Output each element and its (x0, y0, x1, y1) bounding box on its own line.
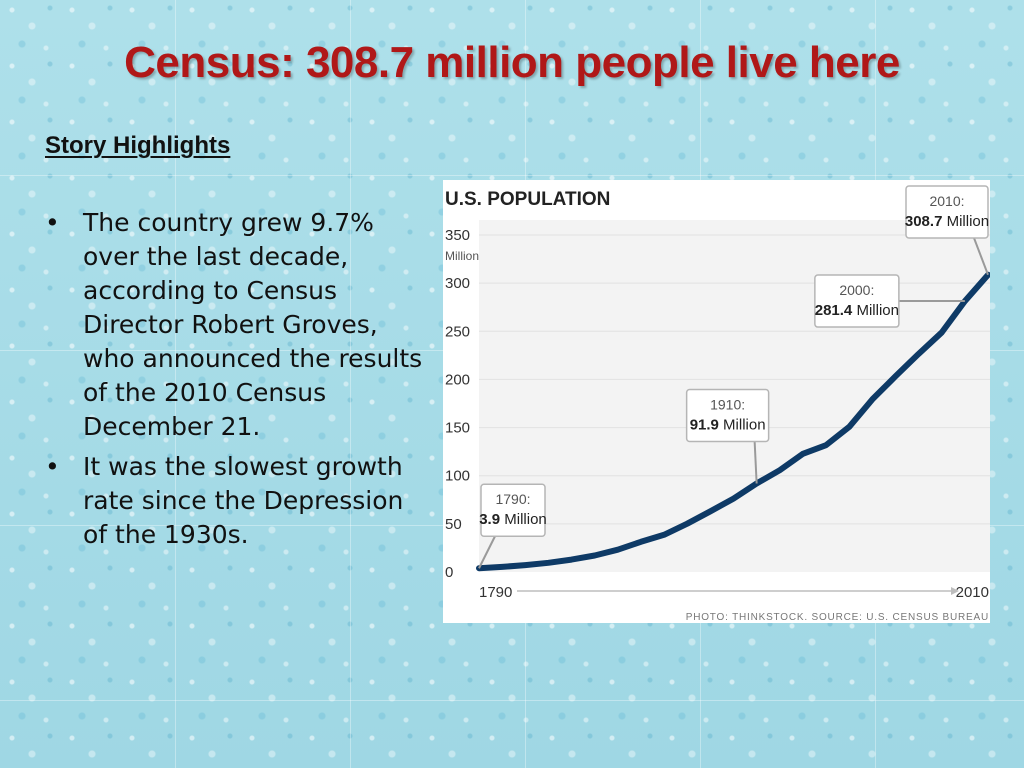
y-tick-label: 300 (445, 275, 470, 292)
callout-pointer (478, 535, 496, 569)
callout-1790: 1790: 3.9 Million (478, 483, 547, 569)
callout-value-number: 3.9 (479, 511, 500, 528)
bullet-icon: • (45, 452, 60, 481)
callout-year-label: 2000: (839, 282, 874, 298)
y-tick-label: 250 (445, 323, 470, 340)
bullet-icon: • (45, 208, 60, 237)
background-grid-line (0, 700, 1024, 701)
chart-credit: PHOTO: THINKSTOCK. SOURCE: U.S. CENSUS B… (686, 612, 989, 623)
chart-title: U.S. POPULATION (445, 189, 610, 210)
bullet-item: • It was the slowest growth rate since t… (45, 450, 425, 552)
callout-1910: 1910: 91.9 Million (685, 388, 770, 484)
bullet-item: • The country grew 9.7% over the last de… (45, 206, 425, 444)
callout-box (480, 483, 546, 537)
callout-value-number: 91.9 (690, 417, 719, 434)
y-tick-label: 150 (445, 420, 470, 437)
population-series-line (476, 271, 990, 572)
y-tick-label: 350 (445, 227, 470, 244)
x-axis-arrow-head-icon (951, 587, 959, 595)
callout-box (814, 274, 900, 328)
y-tick-label: 50 (445, 516, 462, 533)
callout-year-label: 1910: (710, 397, 745, 413)
x-axis-start-label: 1790 (479, 584, 512, 601)
callout-value-unit: Million (719, 417, 766, 434)
callout-box (905, 185, 989, 239)
callout-value-unit: Million (500, 511, 547, 528)
slide-title: Census: 308.7 million people live here (124, 38, 900, 87)
x-axis-end-label: 2010 (956, 584, 989, 601)
y-tick-label: 100 (445, 468, 470, 485)
population-chart: U.S. POPULATION Million 0 50 100 150 200 250 3… (443, 180, 990, 623)
callout-year-label: 1790: (495, 491, 530, 507)
callout-value-label: 3.9 Million (479, 511, 547, 528)
chart-svg: U.S. POPULATION Million 0 50 100 150 200 250 3… (445, 185, 990, 623)
callout-value-label: 308.7 Million (905, 213, 989, 230)
callout-year-label: 2010: (929, 193, 964, 209)
bullet-text: The country grew 9.7% over the last deca… (83, 208, 423, 441)
callout-pointer (973, 237, 989, 276)
callout-value-unit: Million (852, 302, 899, 319)
bullet-list: • The country grew 9.7% over the last de… (45, 206, 425, 558)
callout-value-label: 91.9 Million (690, 417, 766, 434)
background-grid-line (0, 175, 1024, 176)
callout-box (685, 388, 770, 443)
y-tick-label: 0 (445, 564, 453, 581)
y-axis-unit-label: Million (445, 249, 479, 263)
callout-pointer (753, 441, 758, 484)
callout-2000: 2000: 281.4 Million (814, 274, 965, 328)
callout-value-label: 281.4 Million (815, 302, 899, 319)
story-highlights-heading: Story Highlights (45, 132, 231, 159)
callout-value-unit: Million (942, 213, 989, 230)
callout-value-number: 281.4 (815, 302, 853, 319)
callout-2010: 2010: 308.7 Million (905, 185, 989, 276)
y-tick-label: 200 (445, 371, 470, 388)
callout-value-number: 308.7 (905, 213, 943, 230)
bullet-text: It was the slowest growth rate since the… (83, 452, 404, 549)
